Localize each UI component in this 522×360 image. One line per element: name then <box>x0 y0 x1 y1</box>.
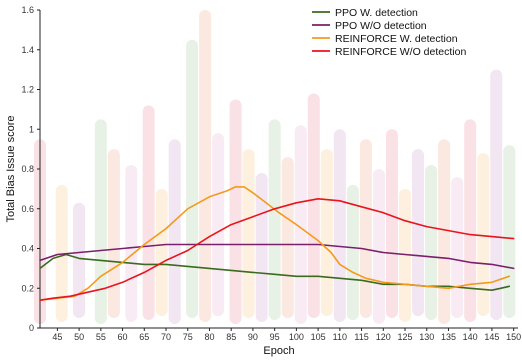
x-tick-label: 115 <box>354 332 368 342</box>
y-axis-ticks: 0 0.2 0.4 0.6 0.8 1 1.2 1.4 1.6 <box>21 5 40 333</box>
x-tick-label: 110 <box>333 332 347 342</box>
legend-label: PPO W/O detection <box>335 20 427 32</box>
legend-label: PPO W. detection <box>335 7 418 19</box>
x-tick-label: 70 <box>161 332 171 342</box>
background-band <box>125 165 138 323</box>
background-band <box>385 129 398 319</box>
x-tick-label: 135 <box>441 332 456 342</box>
x-tick-label: 55 <box>96 332 106 342</box>
x-tick-label: 90 <box>248 332 258 342</box>
series-line-2 <box>39 243 515 270</box>
background-band <box>451 176 464 319</box>
background-band <box>73 202 86 319</box>
background-band <box>294 125 307 325</box>
series-line-1 <box>39 253 511 291</box>
x-tick-label: 50 <box>74 332 84 342</box>
series-line-4 <box>39 198 515 301</box>
y-tick-label: 1.6 <box>21 5 34 15</box>
x-tick-label: 150 <box>506 332 521 342</box>
background-band <box>359 139 372 319</box>
y-tick-label: 1.4 <box>21 45 34 55</box>
x-tick-label: 100 <box>289 332 304 342</box>
background-band <box>186 39 199 319</box>
background-band <box>199 10 212 323</box>
series-lines <box>39 186 515 301</box>
y-tick-label: 0.6 <box>21 204 34 214</box>
background-band <box>477 153 490 317</box>
background-band <box>503 145 516 319</box>
background-band <box>155 188 168 317</box>
x-tick-label: 45 <box>52 332 62 342</box>
x-tick-label: 145 <box>484 332 499 342</box>
background-band <box>320 149 333 317</box>
background-band <box>94 119 107 325</box>
faded-background-bands <box>34 10 516 325</box>
x-tick-label: 125 <box>398 332 413 342</box>
y-tick-label: 0.4 <box>21 244 34 254</box>
x-tick-label: 95 <box>270 332 280 342</box>
background-band <box>212 133 225 317</box>
background-band <box>372 169 385 325</box>
background-band <box>425 165 438 321</box>
y-tick-label: 0.2 <box>21 283 34 293</box>
background-band <box>464 119 477 323</box>
series-line-3 <box>39 186 511 301</box>
background-band <box>412 149 425 317</box>
y-tick-label: 1 <box>29 124 34 134</box>
x-tick-label: 85 <box>226 332 236 342</box>
y-tick-label: 0.8 <box>21 164 34 174</box>
x-tick-label: 120 <box>376 332 391 342</box>
x-axis-ticks: 45 50 55 60 65 70 75 80 85 90 95 100 105 110 115 120 125… <box>52 328 521 342</box>
background-band <box>307 93 320 319</box>
background-band <box>333 129 346 323</box>
background-band <box>281 157 294 319</box>
x-tick-label: 60 <box>118 332 128 342</box>
x-tick-label: 75 <box>183 332 193 342</box>
y-tick-label: 0 <box>29 323 34 333</box>
x-tick-label: 80 <box>204 332 214 342</box>
background-band <box>229 99 242 325</box>
x-tick-label: 130 <box>419 332 434 342</box>
x-tick-label: 105 <box>311 332 326 342</box>
x-tick-label: 140 <box>463 332 478 342</box>
legend-label: REINFORCE W. detection <box>335 33 458 45</box>
background-band <box>142 105 155 321</box>
background-band <box>346 184 359 321</box>
background-band <box>255 172 268 323</box>
y-axis-title: Total Bias Issue score <box>5 116 17 223</box>
legend-label: REINFORCE W/O detection <box>335 46 466 58</box>
background-band <box>490 69 503 321</box>
x-tick-label: 65 <box>139 332 149 342</box>
background-band <box>168 139 181 325</box>
background-band <box>438 139 451 325</box>
y-tick-label: 1.2 <box>21 85 34 95</box>
background-band <box>242 149 255 319</box>
x-axis-title: Epoch <box>263 345 294 357</box>
background-band <box>107 149 120 319</box>
background-band <box>268 119 281 321</box>
